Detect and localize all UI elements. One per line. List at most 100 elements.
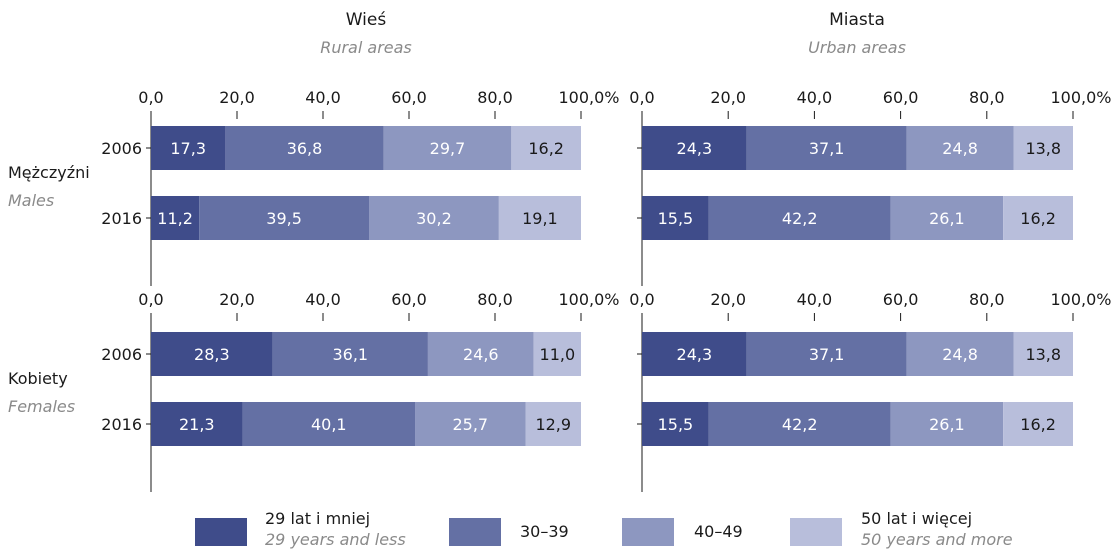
- data-label: 16,2: [528, 139, 564, 158]
- tick-label: 20,0: [710, 290, 746, 309]
- data-label: 37,1: [809, 139, 845, 158]
- bar-segment: [906, 126, 1014, 170]
- tick-label: 100,0%: [1050, 290, 1111, 309]
- data-label: 29,7: [430, 139, 466, 158]
- tick-label: 80,0: [969, 290, 1005, 309]
- bar-segment: [369, 196, 499, 240]
- bar-segment: [746, 126, 907, 170]
- group-label: Mężczyźni: [8, 163, 90, 182]
- bar-segment: [151, 196, 200, 240]
- bar-segment: [708, 196, 891, 240]
- bar-segment: [1003, 402, 1073, 446]
- legend-sublabel: 50 years and more: [861, 530, 1013, 549]
- data-label: 12,9: [535, 415, 571, 434]
- bar-segment: [642, 332, 747, 376]
- bar-segment: [1003, 196, 1073, 240]
- data-label: 21,3: [179, 415, 215, 434]
- data-label: 30,2: [416, 209, 452, 228]
- data-label: 42,2: [782, 415, 818, 434]
- bar-segment: [525, 402, 581, 446]
- bar-segment: [642, 196, 709, 240]
- year-label: 2006: [101, 345, 142, 364]
- data-label: 24,8: [942, 139, 978, 158]
- data-label: 17,3: [170, 139, 206, 158]
- bar-segment: [511, 126, 581, 170]
- data-label: 13,8: [1025, 345, 1061, 364]
- tick-label: 60,0: [883, 290, 919, 309]
- column-title: Wieś: [346, 10, 387, 30]
- bar-segment: [272, 332, 428, 376]
- legend-label: 30–39: [520, 522, 569, 541]
- data-label: 26,1: [929, 209, 965, 228]
- tick-label: 40,0: [305, 88, 341, 107]
- bar-segment: [242, 402, 416, 446]
- legend-label: 50 lat i więcej: [861, 509, 972, 528]
- column-title: Miasta: [829, 10, 885, 30]
- legend-swatch: [449, 518, 501, 546]
- group-sublabel: Males: [8, 191, 54, 210]
- tick-label: 80,0: [477, 88, 513, 107]
- data-label: 19,1: [522, 209, 558, 228]
- bar-segment: [1013, 332, 1073, 376]
- year-label: 2006: [101, 139, 142, 158]
- tick-label: 0,0: [138, 88, 163, 107]
- bar-segment: [199, 196, 370, 240]
- data-label: 15,5: [658, 415, 694, 434]
- legend-label: 40–49: [694, 522, 743, 541]
- column-subtitle: Rural areas: [320, 38, 412, 57]
- year-label: 2016: [101, 415, 142, 434]
- tick-label: 60,0: [391, 88, 427, 107]
- bar-segment: [890, 402, 1004, 446]
- data-label: 15,5: [658, 209, 694, 228]
- tick-label: 60,0: [391, 290, 427, 309]
- tick-label: 40,0: [797, 88, 833, 107]
- tick-label: 60,0: [883, 88, 919, 107]
- data-label: 25,7: [452, 415, 488, 434]
- bar-segment: [151, 332, 273, 376]
- tick-label: 100,0%: [1050, 88, 1111, 107]
- bar-segment: [906, 332, 1014, 376]
- tick-label: 100,0%: [558, 290, 619, 309]
- bar-segment: [225, 126, 384, 170]
- bar-segment: [151, 402, 243, 446]
- bar-segment: [746, 332, 907, 376]
- bar-segment: [151, 126, 226, 170]
- data-label: 42,2: [782, 209, 818, 228]
- data-label: 36,8: [287, 139, 323, 158]
- column-subtitle: Urban areas: [808, 38, 906, 57]
- bar-segment: [708, 402, 891, 446]
- data-label: 37,1: [809, 345, 845, 364]
- legend-swatch: [195, 518, 247, 546]
- data-label: 16,2: [1020, 415, 1056, 434]
- bar-segment: [890, 196, 1004, 240]
- bar-segment: [383, 126, 512, 170]
- bar-segment: [1013, 126, 1073, 170]
- data-label: 13,8: [1025, 139, 1061, 158]
- tick-label: 0,0: [138, 290, 163, 309]
- data-label: 24,3: [677, 139, 713, 158]
- data-label: 16,2: [1020, 209, 1056, 228]
- bar-segment: [427, 332, 534, 376]
- data-label: 36,1: [332, 345, 368, 364]
- group-label: Kobiety: [8, 369, 68, 388]
- year-label: 2016: [101, 209, 142, 228]
- bar-segment: [498, 196, 581, 240]
- tick-label: 80,0: [969, 88, 1005, 107]
- tick-label: 100,0%: [558, 88, 619, 107]
- data-label: 39,5: [266, 209, 302, 228]
- bar-segment: [415, 402, 526, 446]
- data-label: 26,1: [929, 415, 965, 434]
- legend-sublabel: 29 years and less: [265, 530, 406, 549]
- data-label: 24,6: [463, 345, 499, 364]
- data-label: 28,3: [194, 345, 230, 364]
- tick-label: 20,0: [710, 88, 746, 107]
- legend-label: 29 lat i mniej: [265, 509, 370, 528]
- data-label: 11,2: [157, 209, 193, 228]
- bar-segment: [642, 126, 747, 170]
- bar-segment: [642, 402, 709, 446]
- tick-label: 40,0: [797, 290, 833, 309]
- tick-label: 20,0: [219, 290, 255, 309]
- group-sublabel: Females: [8, 397, 75, 416]
- tick-label: 20,0: [219, 88, 255, 107]
